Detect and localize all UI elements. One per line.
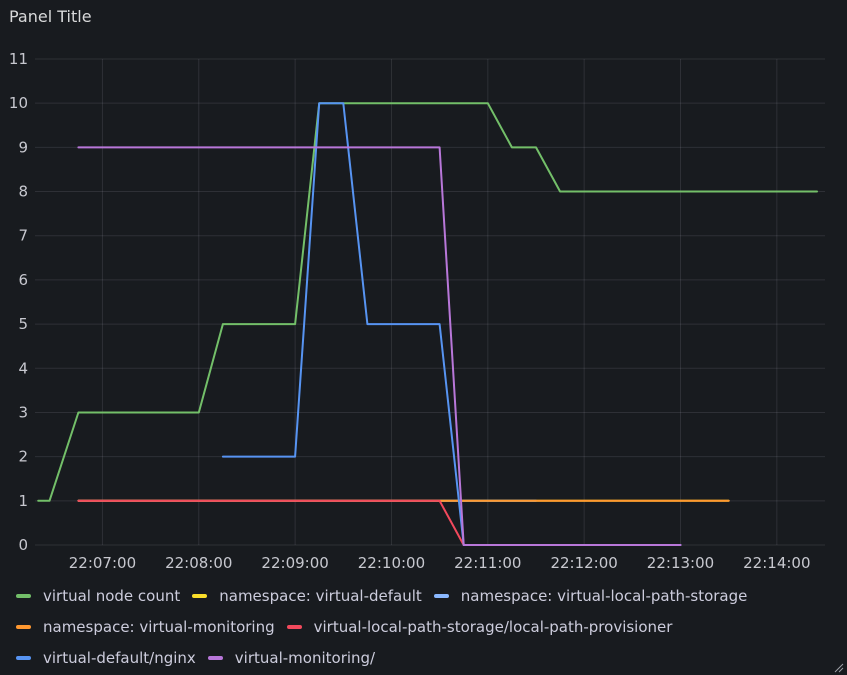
y-tick-label: 10 xyxy=(9,94,28,112)
y-tick-label: 0 xyxy=(18,536,28,554)
y-tick-label: 2 xyxy=(18,448,28,466)
legend-label: namespace: virtual-local-path-storage xyxy=(460,586,748,605)
y-axis: 0 1 2 3 4 5 6 7 8 9 10 11 xyxy=(9,50,28,554)
legend-label: namespace: virtual-monitoring xyxy=(43,617,275,636)
legend-item[interactable]: virtual-local-path-storage/local-path-pr… xyxy=(286,611,673,642)
legend-item[interactable]: virtual node count xyxy=(16,580,180,611)
y-tick-label: 6 xyxy=(18,271,28,289)
x-tick-label: 22:10:00 xyxy=(358,554,425,572)
legend-swatch-icon xyxy=(16,655,31,660)
resize-handle-icon[interactable] xyxy=(834,663,844,673)
legend-item[interactable]: namespace: virtual-monitoring xyxy=(16,611,275,642)
series-line-5[interactable] xyxy=(221,102,682,546)
legend-item[interactable]: namespace: virtual-local-path-storage xyxy=(433,580,748,611)
legend-label: virtual-local-path-storage/local-path-pr… xyxy=(313,617,673,636)
legend-swatch-icon xyxy=(16,593,31,598)
legend-swatch-icon xyxy=(286,624,302,629)
y-tick-label: 8 xyxy=(18,183,28,201)
legend-swatch-icon xyxy=(207,655,223,660)
series-lines xyxy=(37,102,818,546)
legend-swatch-icon xyxy=(433,593,449,598)
legend-swatch-icon xyxy=(16,624,31,629)
x-tick-label: 22:14:00 xyxy=(743,554,810,572)
legend-label: virtual-monitoring/ xyxy=(234,648,376,667)
series-line-0[interactable] xyxy=(37,102,818,502)
legend-item[interactable]: namespace: virtual-default xyxy=(192,580,422,611)
panel-title[interactable]: Panel Title xyxy=(9,7,92,26)
x-tick-label: 22:08:00 xyxy=(165,554,232,572)
x-tick-label: 22:11:00 xyxy=(454,554,521,572)
y-tick-label: 5 xyxy=(18,315,28,333)
series-line-4[interactable] xyxy=(77,499,682,546)
y-tick-label: 4 xyxy=(18,359,28,377)
x-axis: 22:07:00 22:08:00 22:09:00 22:10:00 22:11:00… xyxy=(69,554,811,572)
series-line-6[interactable] xyxy=(77,146,682,546)
grid xyxy=(35,58,825,546)
y-tick-label: 9 xyxy=(18,138,28,156)
x-tick-label: 22:13:00 xyxy=(647,554,714,572)
legend-item[interactable]: virtual-default/nginx xyxy=(16,642,196,673)
legend-swatch-icon xyxy=(192,593,208,598)
legend-item[interactable]: virtual-monitoring/ xyxy=(207,642,376,673)
legend: virtual node count namespace: virtual-def… xyxy=(16,580,836,673)
legend-label: virtual-default/nginx xyxy=(43,648,196,667)
y-tick-label: 3 xyxy=(18,403,28,421)
legend-label: namespace: virtual-default xyxy=(219,586,422,605)
y-tick-label: 7 xyxy=(18,227,28,245)
y-tick-label: 11 xyxy=(9,50,28,68)
legend-label: virtual node count xyxy=(43,586,181,605)
x-tick-label: 22:12:00 xyxy=(550,554,617,572)
y-tick-label: 1 xyxy=(18,492,28,510)
x-tick-label: 22:07:00 xyxy=(69,554,136,572)
x-tick-label: 22:09:00 xyxy=(261,554,328,572)
